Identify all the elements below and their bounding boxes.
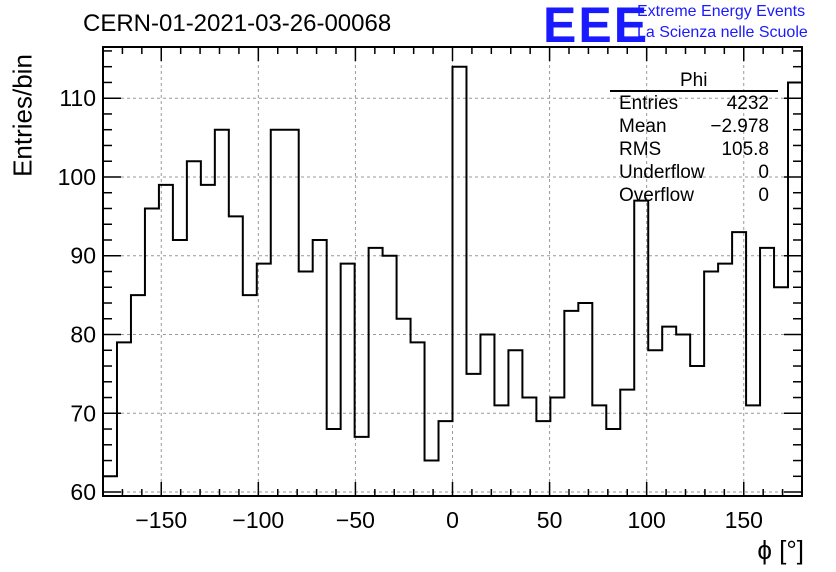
y-tick-label: 90 [70,243,96,269]
histogram-bin [494,405,508,496]
plot-frame [102,46,803,497]
stats-key: RMS [619,139,662,160]
stats-value: 4232 [726,93,769,114]
histogram-bin [453,67,467,496]
histogram-bin [201,185,215,496]
x-tick-label: −150 [135,507,187,533]
histogram-bin [690,366,704,496]
histogram-bin [411,342,425,496]
histogram-bin [397,319,411,496]
histogram-bin [271,130,285,496]
histogram-bin [662,327,676,496]
histogram-bin [299,272,313,497]
histogram-bin [145,208,159,496]
stats-key: Mean [619,116,667,137]
histogram-bin [341,264,355,496]
histogram-bin [480,335,494,496]
histogram-bin [648,350,662,496]
stats-key: Entries [619,93,679,114]
y-tick-label: 80 [70,322,96,348]
histogram-bin [746,405,760,496]
histogram-bin [774,287,788,496]
stats-key: Underflow [619,162,705,183]
chart-title: CERN-01-2021-03-26-00068 [83,10,392,37]
y-tick-labels: 60 70 80 90 100 110 [58,85,96,505]
logo-line-2: La Scienza nelle Scuole [637,24,808,41]
histogram-bin [285,130,299,496]
y-tick-label: 70 [70,400,96,426]
histogram-bin [592,405,606,496]
histogram-bin [508,350,522,496]
histogram-bin [760,248,774,496]
eee-logo: EEE [543,0,650,53]
histogram-bin [439,421,453,496]
y-axis-label: Entries/bin [7,54,38,177]
y-tick-label: 60 [70,479,96,505]
histogram-bin [718,264,732,496]
histogram-bin [131,295,145,496]
stats-box-title: Phi [680,70,708,91]
histogram-bin [425,461,439,496]
stats-value: −2.978 [710,116,769,137]
stats-value: 0 [758,162,769,183]
histogram-bin [676,335,690,496]
histogram-bin [369,248,383,496]
stats-value: 105.8 [721,139,769,160]
y-tick-label: 110 [59,85,96,111]
histogram-bin [383,256,397,496]
histogram-bin [788,82,802,496]
histogram-bin [704,272,718,497]
histogram-bin [313,240,327,496]
histogram-step-line [103,65,802,478]
stats-key: Overflow [619,185,694,206]
histogram-bin [466,374,480,496]
x-tick-label: 50 [537,507,563,533]
histogram-bin [564,311,578,496]
histogram-bin [117,342,131,496]
histogram-bin [536,421,550,496]
histogram-bin [229,216,243,496]
histogram-bin [103,476,117,496]
x-tick-label: 150 [725,507,763,533]
axis-ticks [103,47,802,496]
histogram-bin [243,295,257,496]
histogram-bin [620,390,634,496]
logo-line-1: Extreme Energy Events [637,3,806,20]
y-tick-label: 100 [58,164,96,190]
histogram-bin [355,437,369,496]
x-tick-label: −100 [232,507,284,533]
histogram-bin [550,398,564,496]
histogram-bin [327,429,341,496]
histogram-series [103,65,802,497]
x-axis-label: ϕ [°] [757,535,804,565]
histogram-bin [522,398,536,496]
histogram-bin [215,130,229,496]
histogram-bin [634,201,648,496]
histogram-bin [187,161,201,496]
histogram-bin [578,303,592,496]
histogram-bin [257,264,271,496]
histogram-bin [606,429,620,496]
stats-value: 0 [758,185,769,206]
histogram-bin [173,240,187,496]
x-tick-label: 100 [627,507,665,533]
x-tick-labels: −150 −100 −50 0 50 100 150 [135,507,763,533]
x-tick-label: 0 [446,507,459,533]
x-tick-label: −50 [336,507,375,533]
